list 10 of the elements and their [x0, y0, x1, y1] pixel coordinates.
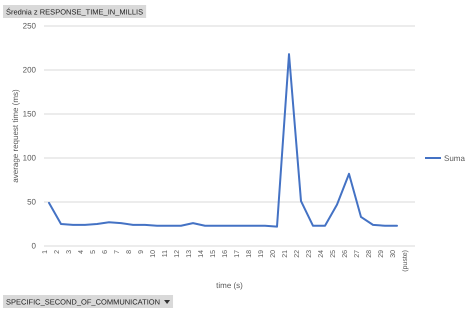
- line-series: [48, 53, 398, 228]
- y-tick-label: 100: [22, 154, 37, 163]
- y-tick-label: 150: [22, 110, 37, 119]
- x-axis-title: time (s): [216, 281, 244, 290]
- y-axis-title: average request time (ms): [11, 88, 20, 183]
- y-tick-label: 250: [22, 22, 37, 31]
- legend-label: Suma: [444, 154, 466, 163]
- y-tick-label: 200: [22, 66, 37, 75]
- y-tick-label: 0: [32, 242, 37, 251]
- y-tick-label: 50: [27, 198, 37, 207]
